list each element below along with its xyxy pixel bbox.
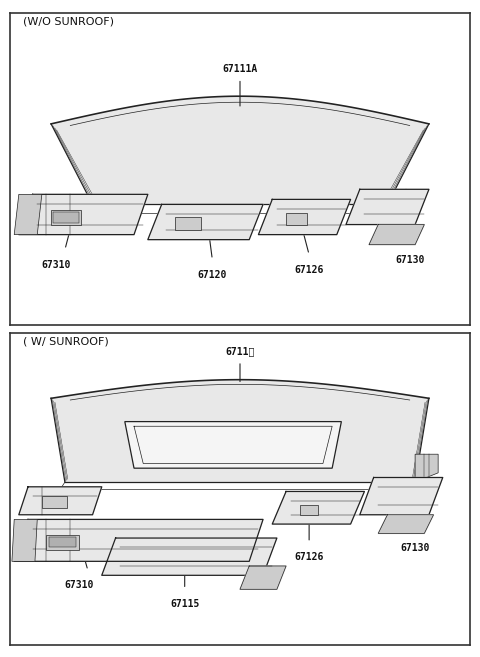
Bar — [53, 212, 79, 223]
Text: 67115: 67115 — [170, 599, 199, 608]
Text: 67130: 67130 — [396, 255, 425, 265]
Polygon shape — [240, 566, 286, 589]
Text: ( W/ SUNROOF): ( W/ SUNROOF) — [24, 336, 109, 346]
Polygon shape — [102, 538, 277, 576]
Bar — [42, 496, 67, 508]
Polygon shape — [125, 422, 341, 468]
Text: 67126: 67126 — [294, 265, 324, 275]
Text: 6711ᴀ: 6711ᴀ — [225, 346, 255, 356]
Polygon shape — [258, 199, 350, 235]
Bar — [300, 505, 318, 514]
Bar — [176, 217, 201, 229]
Polygon shape — [272, 491, 364, 524]
Bar — [51, 210, 81, 225]
Polygon shape — [415, 454, 438, 482]
Bar — [49, 537, 76, 547]
Bar — [47, 535, 79, 550]
Polygon shape — [19, 487, 102, 514]
Text: 67120: 67120 — [198, 270, 227, 280]
Polygon shape — [369, 225, 424, 244]
Text: (W/O SUNROOF): (W/O SUNROOF) — [24, 16, 114, 26]
Polygon shape — [378, 514, 433, 533]
Bar — [286, 214, 307, 225]
Polygon shape — [51, 380, 429, 482]
Polygon shape — [51, 96, 429, 204]
Text: 67130: 67130 — [400, 543, 430, 553]
Polygon shape — [148, 204, 263, 240]
Polygon shape — [14, 520, 263, 561]
Text: 67111A: 67111A — [222, 64, 258, 74]
Text: 67310: 67310 — [41, 260, 71, 270]
Text: 67310: 67310 — [64, 580, 94, 590]
Polygon shape — [19, 194, 148, 235]
Polygon shape — [14, 194, 42, 235]
Polygon shape — [387, 189, 415, 204]
Polygon shape — [360, 478, 443, 514]
Polygon shape — [346, 189, 429, 225]
Polygon shape — [12, 520, 37, 561]
Text: 67126: 67126 — [294, 552, 324, 562]
